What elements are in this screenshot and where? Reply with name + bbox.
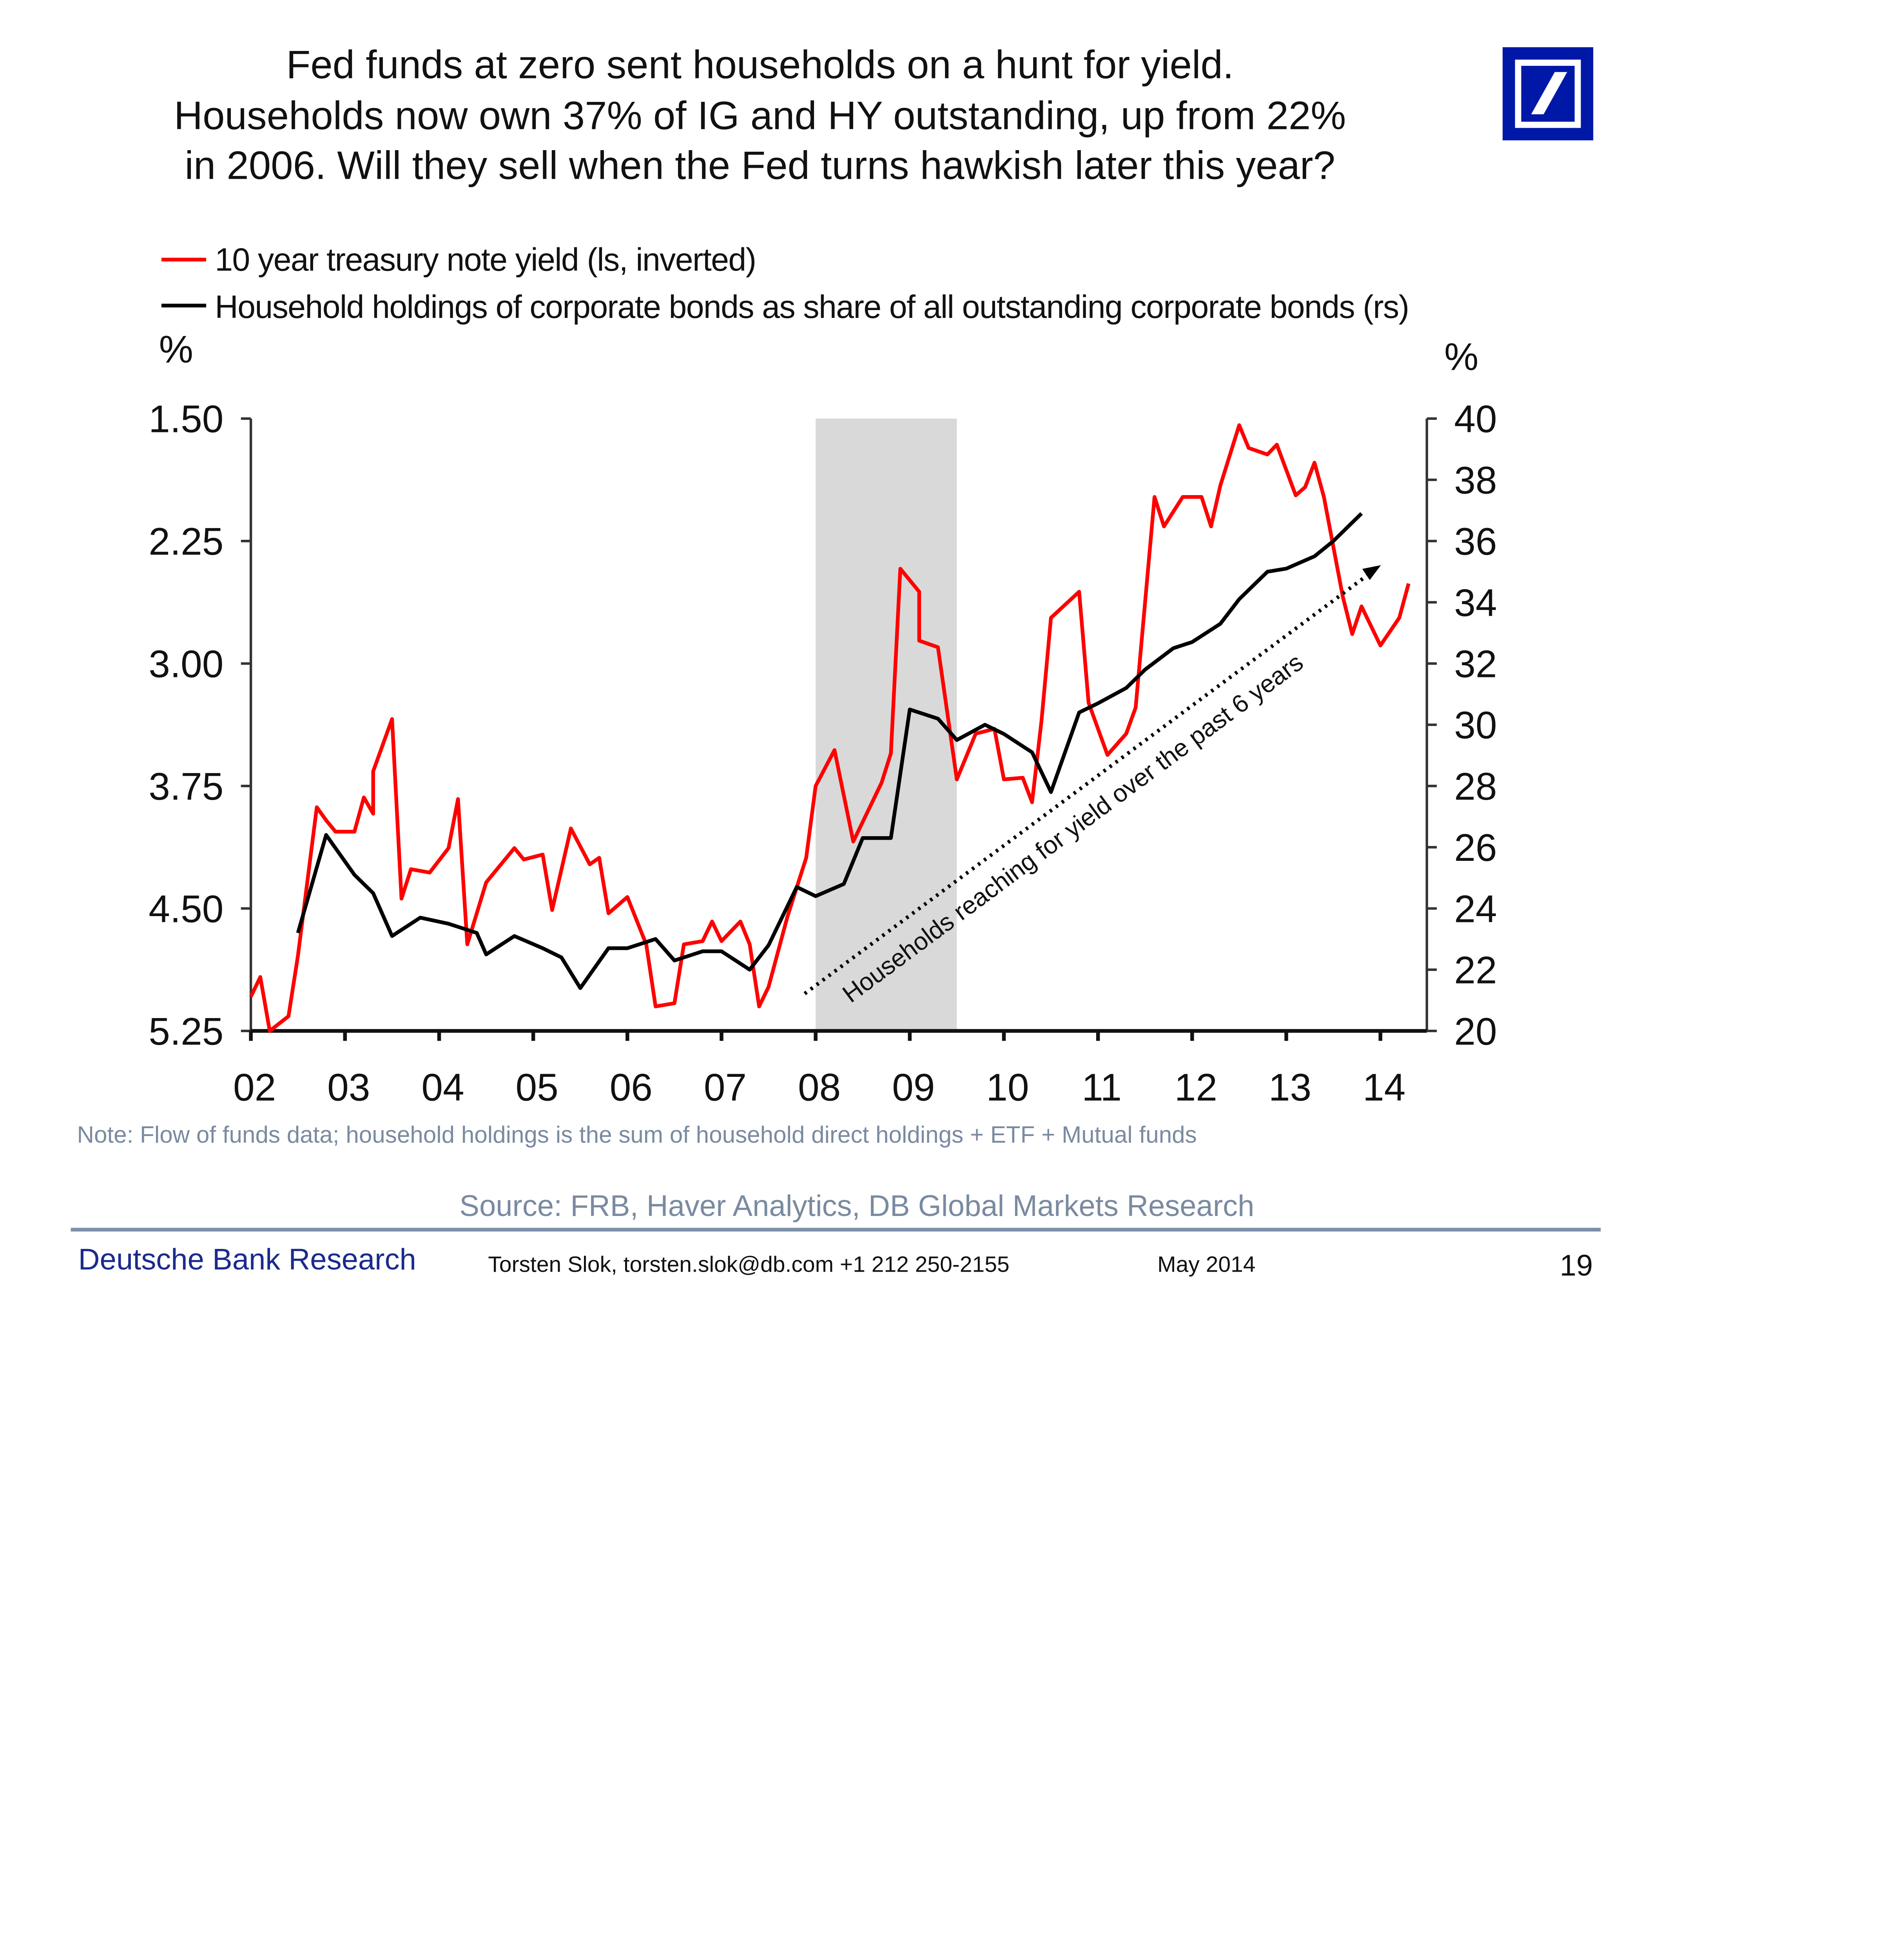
right-tick-label: 26 (1454, 826, 1497, 869)
deutsche-bank-logo-icon (1503, 47, 1594, 141)
legend: 10 year treasury note yield (ls, inverte… (161, 242, 1409, 325)
left-axis-unit: % (159, 328, 193, 371)
right-tick-label: 28 (1454, 765, 1497, 808)
chart-source: Source: FRB, Haver Analytics, DB Global … (459, 1189, 1254, 1223)
right-tick-label: 38 (1454, 459, 1497, 502)
right-axis-unit: % (1444, 335, 1478, 378)
title-line-3: in 2006. Will they sell when the Fed tur… (185, 143, 1335, 187)
trend-arrow-head-icon (1362, 565, 1381, 580)
x-tick-label: 14 (1363, 1065, 1405, 1109)
title-line-2: Households now own 37% of IG and HY outs… (174, 94, 1346, 138)
left-tick-label: 5.25 (149, 1010, 223, 1053)
legend-label-holdings: Household holdings of corporate bonds as… (215, 289, 1409, 325)
right-tick-label: 34 (1454, 581, 1497, 624)
x-tick-label: 09 (892, 1065, 935, 1109)
footer-date: May 2014 (1157, 1252, 1255, 1277)
recession-shading (816, 418, 957, 1031)
x-tick-label: 04 (421, 1065, 464, 1109)
right-tick-label: 24 (1454, 887, 1497, 930)
page-number: 19 (1560, 1249, 1593, 1282)
right-tick-label: 22 (1454, 949, 1497, 992)
x-tick-label: 11 (1082, 1065, 1122, 1109)
right-tick-label: 36 (1454, 520, 1497, 563)
household-holdings-line (296, 512, 1363, 990)
right-tick-label: 40 (1454, 397, 1497, 441)
x-tick-label: 12 (1175, 1065, 1217, 1109)
right-tick-label: 20 (1454, 1010, 1497, 1053)
left-tick-label: 2.25 (149, 520, 223, 563)
x-tick-label: 08 (798, 1065, 841, 1109)
left-tick-label: 4.50 (149, 887, 223, 930)
axes: 1.50 2.25 3.00 3.75 4.50 5.25 40 38 36 34 32 30 28 26… (149, 397, 1497, 1109)
right-tick-label: 30 (1454, 704, 1497, 747)
footer-brand: Deutsche Bank Research (78, 1243, 416, 1276)
left-tick-label: 1.50 (149, 397, 223, 441)
left-tick-label: 3.75 (149, 765, 223, 808)
x-tick-label: 13 (1269, 1065, 1311, 1109)
chart-note: Note: Flow of funds data; household hold… (77, 1122, 1197, 1148)
treasury-yield-line (249, 423, 1410, 1033)
slide-title: Fed funds at zero sent households on a h… (174, 43, 1346, 188)
x-tick-label: 03 (327, 1065, 370, 1109)
x-tick-label: 06 (610, 1065, 653, 1109)
title-line-1: Fed funds at zero sent households on a h… (286, 43, 1234, 87)
left-tick-label: 3.00 (149, 642, 223, 686)
x-tick-label: 10 (986, 1065, 1029, 1109)
x-tick-label: 02 (233, 1065, 276, 1109)
x-tick-label: 05 (516, 1065, 558, 1109)
legend-label-yield: 10 year treasury note yield (ls, inverte… (215, 242, 756, 278)
footer-contact: Torsten Slok, torsten.slok@db.com +1 212… (488, 1252, 1009, 1277)
series-lines (249, 423, 1410, 1033)
right-tick-label: 32 (1454, 642, 1497, 686)
x-tick-label: 07 (704, 1065, 747, 1109)
